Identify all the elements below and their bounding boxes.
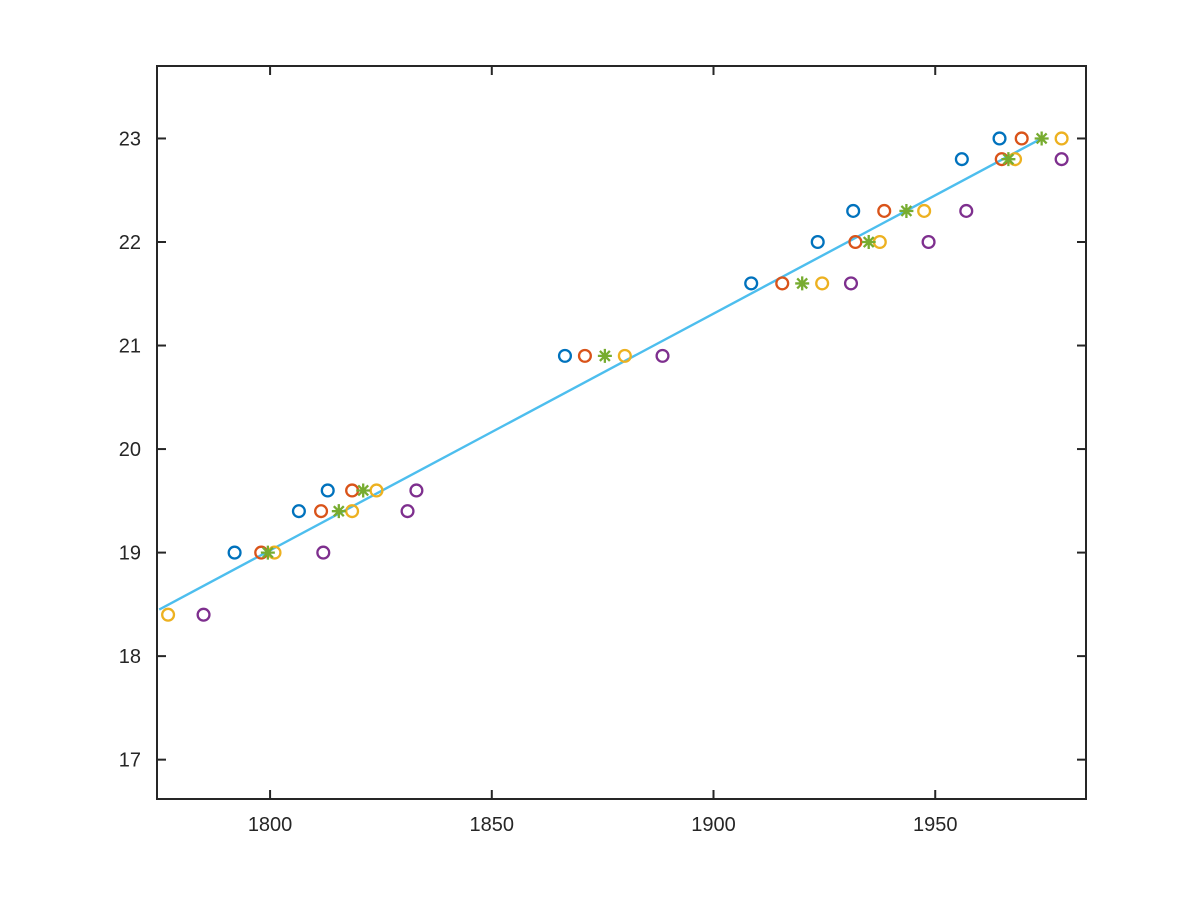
x-tick-label: 1800	[248, 814, 293, 836]
axes-box	[156, 65, 1087, 800]
marker-series-3-yellow	[369, 483, 384, 498]
y-tick-label: 20	[119, 439, 141, 461]
marker-series-2-orange	[1014, 131, 1029, 146]
marker-series-1-blue	[291, 504, 306, 519]
marker-series-5-green-asterisk	[331, 504, 346, 519]
marker-series-3-yellow	[917, 203, 932, 218]
x-tick-label: 1850	[470, 814, 515, 836]
y-tick-label: 22	[119, 232, 141, 254]
marker-series-4-purple	[400, 504, 415, 519]
marker-series-5-green-asterisk	[795, 276, 810, 291]
marker-series-5-green-asterisk	[356, 483, 371, 498]
marker-series-5-green-asterisk	[899, 203, 914, 218]
marker-series-4-purple	[921, 234, 936, 250]
y-tick-label: 18	[119, 646, 141, 668]
marker-series-2-orange	[577, 348, 592, 363]
marker-series-1-blue	[846, 203, 861, 218]
marker-series-3-yellow	[815, 276, 830, 291]
marker-series-5-green-asterisk	[597, 348, 612, 363]
marker-series-2-orange	[877, 203, 892, 218]
marker-series-4-purple	[409, 483, 424, 498]
marker-series-5-green-asterisk	[1034, 131, 1049, 146]
marker-series-1-blue	[227, 545, 242, 560]
y-tick-label: 17	[119, 750, 141, 772]
trend-line	[158, 137, 1043, 611]
marker-series-4-purple	[316, 545, 331, 560]
marker-series-5-green-asterisk	[861, 235, 876, 250]
marker-series-2-orange	[848, 234, 863, 250]
marker-series-4-purple	[196, 607, 211, 622]
marker-series-2-orange	[314, 504, 329, 519]
marker-series-1-blue	[810, 234, 825, 250]
y-tick-label: 19	[119, 543, 141, 565]
marker-series-3-yellow	[617, 348, 632, 363]
marker-series-1-blue	[320, 483, 335, 498]
marker-series-1-blue	[954, 152, 969, 167]
y-tick-label: 23	[119, 128, 141, 150]
y-tick-label: 21	[119, 336, 141, 358]
marker-series-3-yellow	[345, 504, 360, 519]
marker-series-3-yellow	[161, 607, 176, 622]
x-tick-label: 1950	[913, 814, 958, 836]
marker-series-2-orange	[775, 276, 790, 291]
marker-series-5-green-asterisk	[1001, 152, 1016, 167]
marker-series-4-purple	[655, 348, 670, 363]
marker-series-4-purple	[843, 276, 859, 291]
marker-series-1-blue	[992, 131, 1007, 146]
marker-series-5-green-asterisk	[260, 545, 275, 560]
marker-series-4-purple	[959, 203, 974, 218]
x-tick-label: 1900	[691, 814, 736, 836]
marker-series-3-yellow	[1054, 131, 1069, 146]
marker-series-1-blue	[744, 276, 759, 291]
marker-series-4-purple	[1054, 152, 1069, 167]
marker-series-1-blue	[557, 348, 573, 363]
